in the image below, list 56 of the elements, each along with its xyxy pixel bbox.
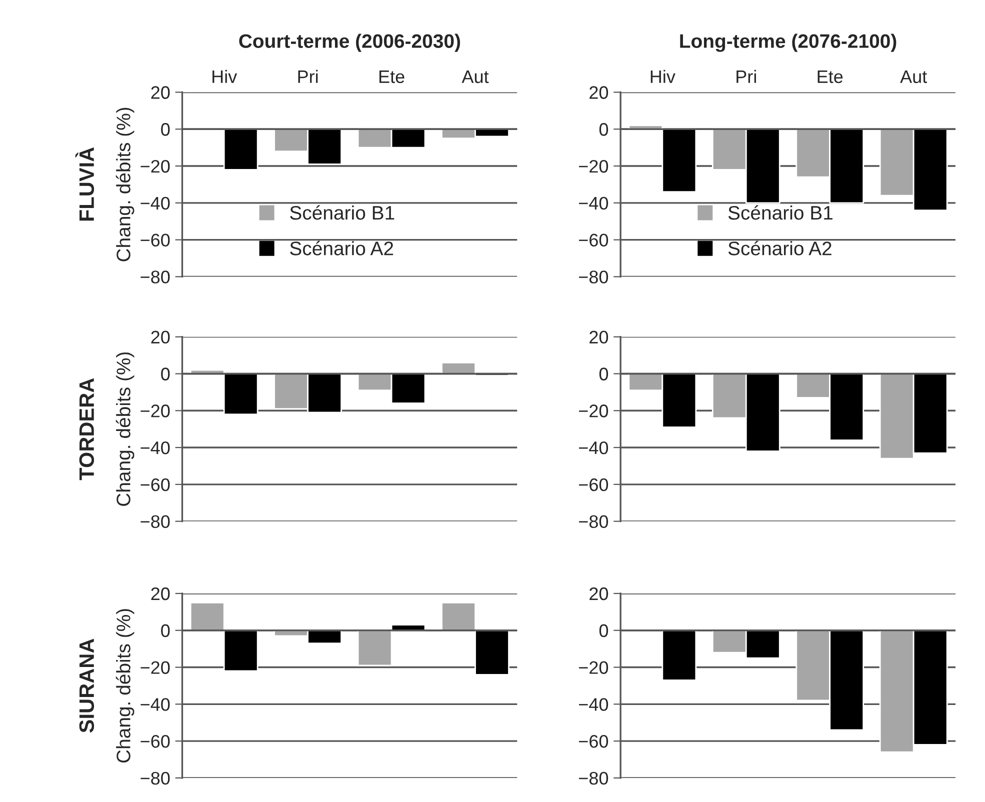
x-tick-label: Ete	[379, 70, 404, 84]
text: TORDERA	[79, 378, 94, 480]
y-tick-label: −80	[140, 515, 170, 528]
x-tick-label: Pri	[298, 70, 318, 83]
y-tick-label: −20	[579, 404, 608, 418]
legend-label: Scénario B1	[290, 205, 394, 220]
y-tick-label: −80	[579, 270, 608, 284]
y-tick-label: −60	[579, 234, 608, 247]
y-tick-label: −40	[140, 196, 170, 210]
legend-label: Scénario B1	[728, 205, 832, 220]
legend-label: Scénario A2	[290, 240, 394, 256]
x-tick-label: Hiv	[212, 70, 238, 83]
text: SIURANA	[79, 638, 94, 733]
y-tick-label: −40	[140, 441, 170, 454]
y-tick-label: 20	[590, 330, 608, 344]
x-tick-label: Pri	[736, 70, 756, 83]
y-tick-label: 20	[590, 587, 608, 600]
y-tick-label: −40	[579, 196, 608, 210]
y-tick-label: −20	[579, 160, 608, 173]
y-tick-label: 0	[161, 368, 170, 380]
y-axis-title: Chang. débits (%)	[116, 609, 134, 763]
y-tick-label: 0	[161, 123, 170, 136]
y-tick-label: −80	[579, 515, 608, 528]
y-tick-label: −80	[140, 270, 170, 284]
y-axis-title: Chang. débits (%)	[116, 352, 134, 506]
y-tick-label: −60	[140, 234, 170, 247]
y-tick-label: −80	[579, 772, 608, 785]
y-tick-label: 20	[590, 86, 608, 99]
y-tick-label: −40	[579, 698, 608, 711]
y-tick-label: −60	[579, 734, 608, 748]
y-tick-label: −20	[579, 661, 608, 674]
y-tick-label: 20	[151, 587, 170, 600]
legend-label: Scénario A2	[728, 240, 832, 256]
chart-title: Court-terme (2006-2030)	[239, 34, 460, 52]
chart-title: Long-terme (2076-2100)	[680, 34, 896, 52]
y-tick-label: −80	[140, 772, 170, 785]
x-tick-label: Aut	[462, 70, 489, 84]
y-tick-label: −20	[140, 160, 170, 173]
y-tick-label: 0	[161, 624, 170, 638]
y-tick-label: −60	[140, 734, 170, 748]
text: FLUVIÀ	[75, 147, 94, 221]
x-tick-label: Aut	[900, 70, 928, 84]
x-tick-label: Hiv	[650, 70, 676, 83]
y-tick-label: −40	[579, 441, 608, 454]
y-tick-label: 0	[599, 368, 608, 380]
y-tick-label: −20	[140, 404, 170, 418]
x-tick-label: Ete	[818, 70, 843, 84]
y-tick-label: −20	[140, 661, 170, 674]
y-tick-label: 0	[599, 624, 608, 638]
y-tick-label: 20	[151, 86, 170, 99]
y-tick-label: 20	[151, 330, 170, 344]
y-tick-label: −40	[140, 698, 170, 711]
y-tick-label: −60	[579, 478, 608, 492]
y-tick-label: 0	[599, 123, 608, 136]
y-tick-label: −60	[140, 478, 170, 492]
y-axis-title: Chang. débits (%)	[116, 108, 134, 262]
